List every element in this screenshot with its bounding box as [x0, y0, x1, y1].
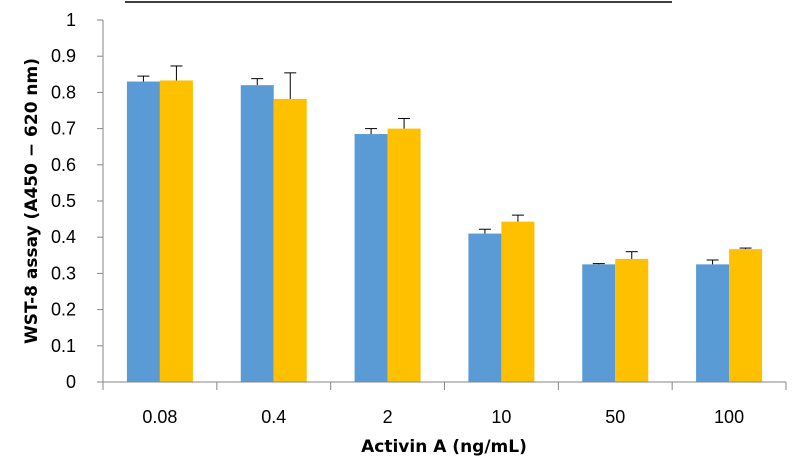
y-tick-label: 0.5 — [51, 191, 76, 211]
plot-area: 0 0.1 0.2 0.3 0.4 0.5 0.6 0.7 0.8 0.9 1 0.08 0.4 2 10… — [51, 1, 787, 427]
bars — [126, 80, 763, 382]
bar-series-1 — [126, 81, 160, 382]
y-tick-label: 0.4 — [51, 227, 76, 247]
x-tick-label: 100 — [714, 407, 744, 427]
bar-series-1 — [354, 134, 388, 382]
x-tick-label: 2 — [383, 407, 393, 427]
y-tick-label: 1 — [66, 10, 76, 30]
y-axis-ticks: 0 0.1 0.2 0.3 0.4 0.5 0.6 0.7 0.8 0.9 1 — [51, 10, 103, 392]
bar-series-2 — [273, 98, 307, 382]
bar-series-2 — [729, 249, 763, 382]
bar-series-2 — [615, 258, 649, 382]
x-axis-ticks: 0.08 0.4 2 10 50 100 — [102, 382, 787, 427]
y-tick-label: 0.2 — [51, 300, 76, 320]
x-axis-title: Activin A (ng/mL) — [361, 437, 527, 457]
bar-series-1 — [696, 264, 730, 382]
bar-series-2 — [159, 80, 193, 382]
x-tick-label: 0.4 — [261, 407, 286, 427]
bar-series-2 — [387, 128, 421, 382]
x-tick-label: 10 — [491, 407, 511, 427]
bar-series-1 — [240, 85, 274, 382]
error-bars — [137, 65, 752, 265]
bar-series-1 — [468, 233, 502, 382]
y-tick-label: 0 — [66, 372, 76, 392]
y-tick-label: 0.6 — [51, 155, 76, 175]
y-tick-label: 0.8 — [51, 82, 76, 102]
y-axis-title: WST-8 assay (A450 − 620 nm) — [22, 58, 42, 344]
y-tick-label: 0.7 — [51, 119, 76, 139]
y-tick-label: 0.1 — [51, 336, 76, 356]
bar-series-2 — [501, 221, 535, 382]
x-tick-label: 0.08 — [142, 407, 177, 427]
y-tick-label: 0.9 — [51, 46, 76, 66]
x-tick-label: 50 — [605, 407, 625, 427]
y-tick-label: 0.3 — [51, 263, 76, 283]
bar-series-1 — [582, 264, 616, 382]
